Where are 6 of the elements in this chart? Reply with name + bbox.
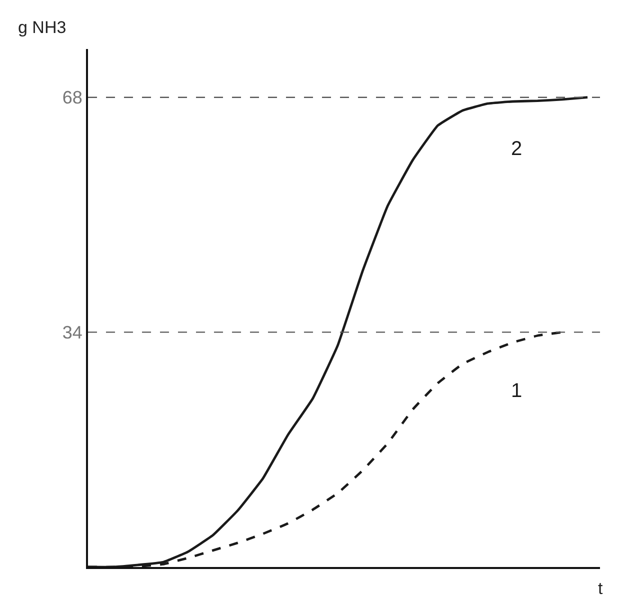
series-label: 2 xyxy=(511,138,522,160)
y-tick-label: 34 xyxy=(62,322,82,342)
series-label: 1 xyxy=(511,380,522,402)
y-tick-label: 68 xyxy=(62,88,82,108)
y-axis-title: g NH3 xyxy=(18,18,66,37)
x-axis-title: t xyxy=(598,579,603,598)
